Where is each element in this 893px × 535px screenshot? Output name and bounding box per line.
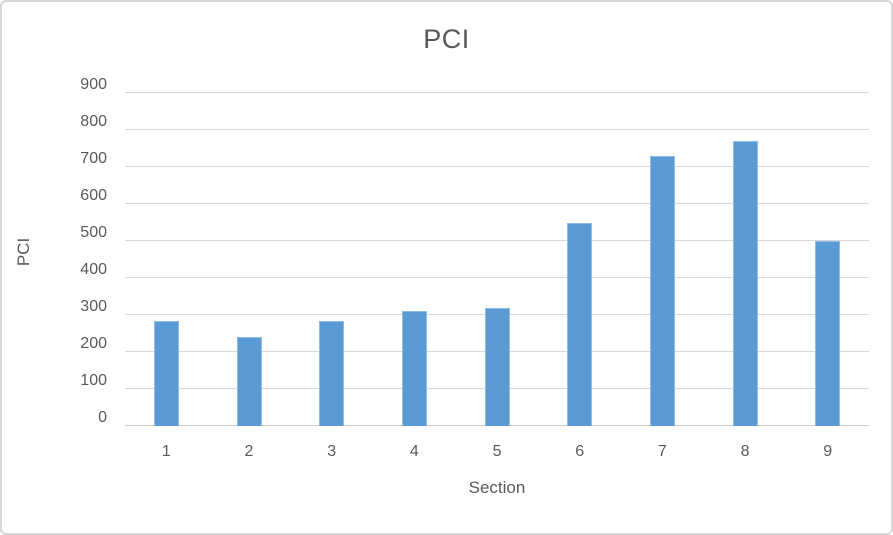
bar-slot-4 <box>373 93 456 426</box>
y-tick-label: 900 <box>80 76 107 93</box>
y-tick-label: 100 <box>80 372 107 389</box>
x-axis-tick-labels: 1 2 3 4 5 6 7 8 9 <box>125 443 869 461</box>
x-tick-label: 7 <box>657 443 667 460</box>
y-tick-label: 700 <box>80 150 107 167</box>
bar-slot-9 <box>786 93 869 426</box>
y-tick-label: 800 <box>80 113 107 130</box>
bar-section-5 <box>484 307 510 426</box>
gridline <box>125 92 869 93</box>
gridline <box>125 277 869 278</box>
x-tick-label: 8 <box>740 443 750 460</box>
gridline <box>125 240 869 241</box>
bar-section-3 <box>319 320 345 426</box>
bar-slot-6 <box>538 93 621 426</box>
bar-section-7 <box>649 155 675 426</box>
bar-slot-1 <box>125 93 208 426</box>
bar-slot-7 <box>621 93 704 426</box>
gridline <box>125 203 869 204</box>
gridline <box>125 166 869 167</box>
y-tick-label: 200 <box>80 335 107 352</box>
y-axis-tick-labels: 0 100 200 300 400 500 600 700 800 900 <box>42 77 107 426</box>
bar-section-2 <box>236 337 262 426</box>
x-tick-label: 5 <box>492 443 502 460</box>
x-axis-title: Section <box>468 478 526 497</box>
x-tick-label: 9 <box>823 443 833 460</box>
y-tick-label: 500 <box>80 224 107 241</box>
bar-section-8 <box>732 141 758 426</box>
bar-section-4 <box>401 311 427 426</box>
y-tick-label: 400 <box>80 261 107 278</box>
x-tick-label: 2 <box>244 443 254 460</box>
x-tick-label: 3 <box>327 443 337 460</box>
gridline <box>125 129 869 130</box>
bar-slot-5 <box>456 93 539 426</box>
bar-slot-3 <box>290 93 373 426</box>
y-axis-title: PCI <box>14 237 33 267</box>
bar-series <box>125 93 869 426</box>
y-tick-label: 300 <box>80 298 107 315</box>
chart-title: PCI <box>423 24 470 54</box>
y-tick-label: 600 <box>80 187 107 204</box>
bar-section-1 <box>153 320 179 426</box>
bar-slot-2 <box>208 93 291 426</box>
x-tick-label: 4 <box>409 443 419 460</box>
x-tick-label: 6 <box>575 443 585 460</box>
bar-section-6 <box>567 222 593 426</box>
y-tick-label: 0 <box>98 409 107 426</box>
bar-slot-8 <box>704 93 787 426</box>
bar-section-9 <box>815 241 841 426</box>
plot-area <box>125 92 869 426</box>
x-tick-label: 1 <box>161 443 171 460</box>
